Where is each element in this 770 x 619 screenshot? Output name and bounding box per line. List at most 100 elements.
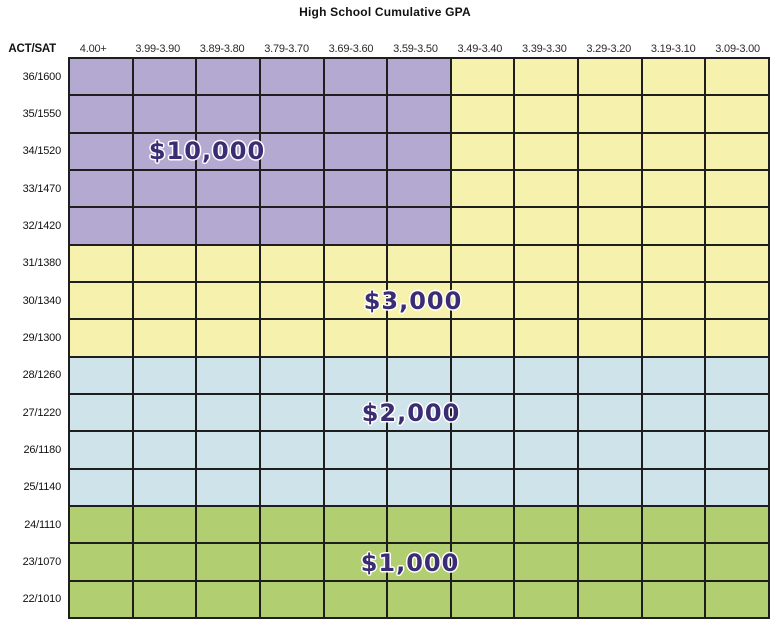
grid-cell bbox=[704, 430, 770, 470]
grid-cell bbox=[640, 243, 707, 283]
grid-cell bbox=[704, 56, 770, 97]
grid-cell bbox=[449, 392, 516, 433]
grid-cell bbox=[195, 206, 261, 246]
grid-cell bbox=[68, 430, 134, 470]
grid-cell bbox=[449, 355, 516, 395]
grid-cell bbox=[704, 318, 770, 358]
table-row: 27/1220 bbox=[0, 392, 770, 433]
act-sat-row-label: 22/1010 bbox=[0, 580, 69, 618]
grid-cell bbox=[68, 243, 134, 283]
table-row: 25/1140 bbox=[0, 467, 770, 507]
grid-cell bbox=[386, 542, 452, 582]
gpa-column-header: 3.69-3.60 bbox=[328, 43, 374, 55]
gpa-column-header: 3.09-3.00 bbox=[715, 43, 760, 55]
grid-cell bbox=[640, 542, 707, 582]
grid-cell bbox=[704, 355, 770, 395]
act-sat-row-label: 33/1470 bbox=[0, 169, 69, 208]
grid-cell bbox=[513, 318, 579, 358]
grid-cell bbox=[386, 392, 452, 433]
table-row: 33/1470 bbox=[0, 168, 770, 209]
chart-title: High School Cumulative GPA bbox=[299, 5, 471, 19]
grid-cell bbox=[449, 243, 516, 283]
grid-cell bbox=[322, 542, 389, 582]
grid-cell bbox=[131, 131, 198, 171]
gpa-column-header: 3.29-3.20 bbox=[586, 43, 632, 55]
grid-cell bbox=[322, 56, 389, 97]
table-row: 32/1420 bbox=[0, 206, 770, 246]
gpa-column-header: 3.99-3.90 bbox=[135, 43, 180, 55]
grid-cell bbox=[704, 392, 770, 433]
grid-cell bbox=[640, 131, 707, 171]
grid-cell bbox=[640, 318, 707, 358]
gpa-column-header: 3.79-3.70 bbox=[264, 43, 309, 55]
table-row: 36/1600 bbox=[0, 56, 770, 97]
grid-cell bbox=[131, 94, 198, 134]
grid-cell bbox=[513, 355, 579, 395]
grid-cell bbox=[258, 131, 325, 171]
grid-cell bbox=[577, 318, 643, 358]
grid-cell bbox=[195, 318, 261, 358]
gpa-column-header: 4.00+ bbox=[79, 43, 107, 55]
scholarship-table: 36/1600 35/1550 34/1520 33/1470 32/1420 31/13… bbox=[0, 56, 770, 619]
grid-cell bbox=[449, 542, 516, 582]
grid-cell bbox=[68, 579, 134, 619]
grid-cell bbox=[386, 318, 452, 358]
grid-cell bbox=[386, 168, 452, 209]
grid-cell bbox=[386, 504, 452, 545]
grid-cell bbox=[640, 355, 707, 395]
grid-cell bbox=[195, 243, 261, 283]
grid-cell bbox=[131, 56, 198, 97]
act-sat-row-label: 27/1220 bbox=[0, 393, 69, 432]
grid-cell bbox=[640, 206, 707, 246]
grid-cell bbox=[322, 131, 389, 171]
grid-cell bbox=[131, 579, 198, 619]
act-sat-row-label: 23/1070 bbox=[0, 543, 69, 581]
table-row: 24/1110 bbox=[0, 504, 770, 545]
grid-cell bbox=[386, 243, 452, 283]
grid-cell bbox=[131, 504, 198, 545]
table-row: 30/1340 bbox=[0, 280, 770, 321]
grid-cell bbox=[386, 467, 452, 507]
gpa-column-header: 3.39-3.30 bbox=[521, 43, 567, 55]
grid-cell bbox=[258, 94, 325, 134]
grid-cell bbox=[640, 392, 707, 433]
grid-cell bbox=[258, 504, 325, 545]
act-sat-row-label: 29/1300 bbox=[0, 319, 69, 357]
grid-cell bbox=[640, 168, 707, 209]
grid-cell bbox=[513, 579, 579, 619]
gpa-column-header-row: ACT/SAT 4.00+ 3.99-3.90 3.89-3.80 3.79-3.70… bbox=[0, 33, 770, 55]
table-row: 34/1520 bbox=[0, 131, 770, 171]
grid-cell bbox=[195, 467, 261, 507]
grid-cell bbox=[577, 504, 643, 545]
grid-cell bbox=[258, 206, 325, 246]
grid-cell bbox=[68, 318, 134, 358]
grid-cell bbox=[386, 131, 452, 171]
grid-cell bbox=[322, 280, 389, 321]
grid-cell bbox=[704, 206, 770, 246]
act-sat-row-label: 26/1180 bbox=[0, 431, 69, 469]
table-row: 31/1380 bbox=[0, 243, 770, 283]
act-sat-row-label: 30/1340 bbox=[0, 281, 69, 320]
grid-cell bbox=[640, 579, 707, 619]
grid-cell bbox=[449, 504, 516, 545]
gpa-column-header: 3.19-3.10 bbox=[650, 43, 696, 55]
grid-cell bbox=[322, 355, 389, 395]
grid-cell bbox=[704, 280, 770, 321]
grid-cell bbox=[577, 94, 643, 134]
act-sat-row-label: 36/1600 bbox=[0, 58, 69, 96]
grid-cell bbox=[513, 56, 579, 97]
grid-cell bbox=[577, 467, 643, 507]
grid-cell bbox=[577, 56, 643, 97]
grid-cell bbox=[258, 56, 325, 97]
table-row: 29/1300 bbox=[0, 318, 770, 358]
grid-cell bbox=[577, 355, 643, 395]
grid-cell bbox=[513, 430, 579, 470]
grid-cell bbox=[449, 467, 516, 507]
grid-cell bbox=[258, 467, 325, 507]
grid-cell bbox=[322, 430, 389, 470]
grid-cell bbox=[258, 355, 325, 395]
grid-cell bbox=[131, 318, 198, 358]
grid-cell bbox=[322, 392, 389, 433]
grid-cell bbox=[577, 206, 643, 246]
grid-cell bbox=[195, 280, 261, 321]
